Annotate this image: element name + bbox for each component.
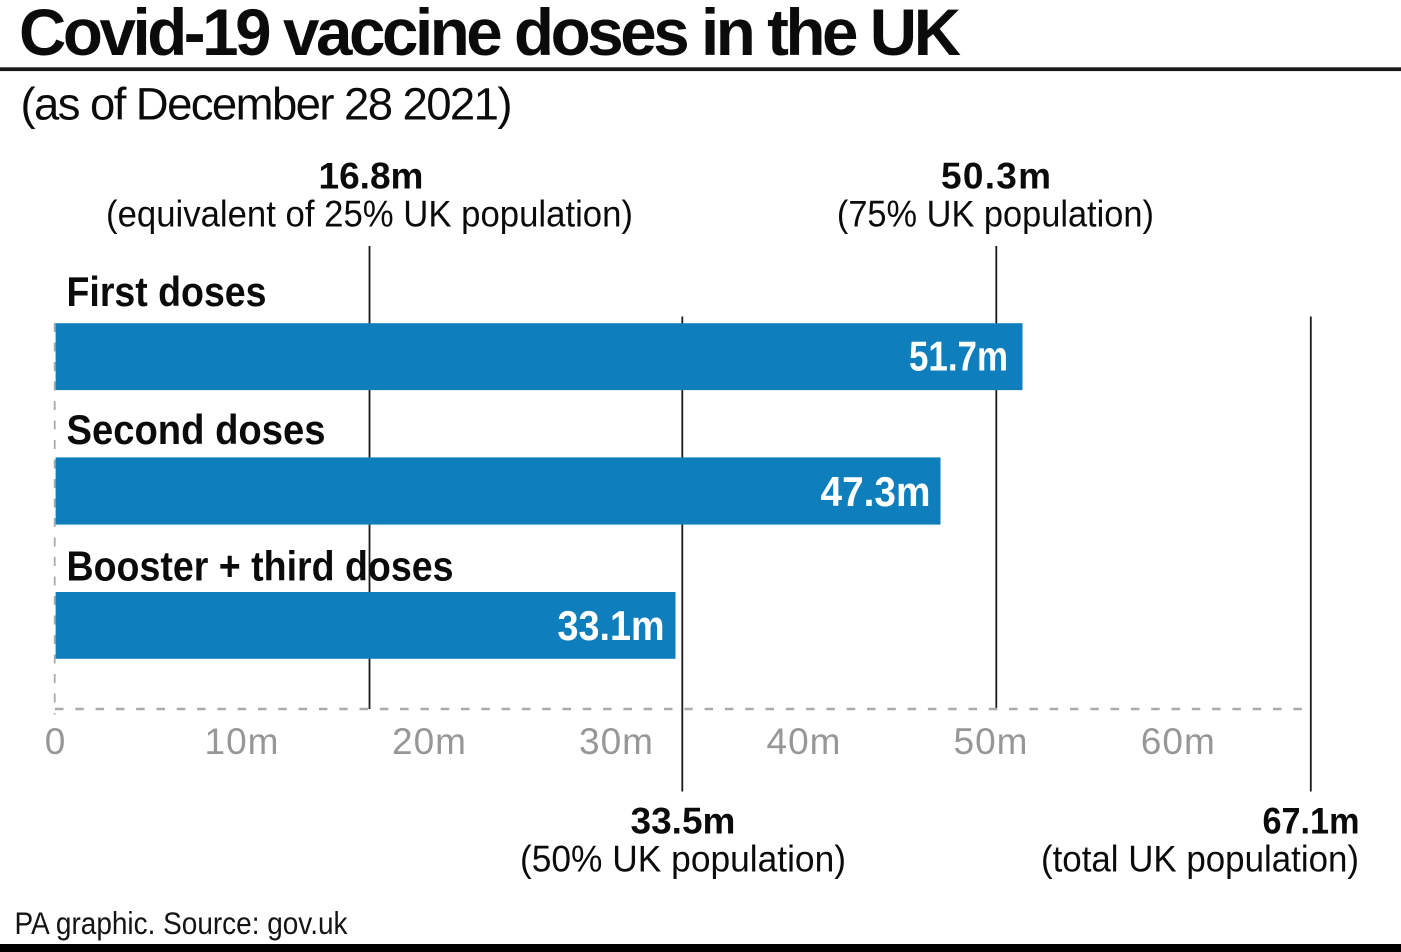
svg-text:50m: 50m <box>954 721 1029 762</box>
svg-text:20m: 20m <box>392 721 467 762</box>
svg-text:(as of December 28 2021): (as of December 28 2021) <box>21 78 513 129</box>
svg-text:51.7m: 51.7m <box>909 333 1008 380</box>
svg-text:40m: 40m <box>767 721 842 762</box>
svg-text:(total UK population): (total UK population) <box>1041 839 1359 880</box>
svg-text:0: 0 <box>45 721 67 762</box>
svg-text:50.3m: 50.3m <box>941 155 1051 196</box>
svg-text:(equivalent of 25% UK populati: (equivalent of 25% UK population) <box>106 193 633 234</box>
svg-text:(50% UK population): (50% UK population) <box>520 839 846 880</box>
svg-text:33.1m: 33.1m <box>558 602 665 649</box>
svg-text:Covid-19 vaccine doses in the: Covid-19 vaccine doses in the UK <box>19 0 961 69</box>
svg-text:10m: 10m <box>205 721 280 762</box>
svg-text:(75% UK population): (75% UK population) <box>837 193 1154 234</box>
svg-text:16.8m: 16.8m <box>319 155 424 196</box>
svg-text:Second doses: Second doses <box>67 406 326 453</box>
svg-text:67.1m: 67.1m <box>1263 801 1360 842</box>
svg-text:30m: 30m <box>579 721 654 762</box>
svg-text:PA graphic. Source: gov.uk: PA graphic. Source: gov.uk <box>15 905 348 941</box>
svg-text:Booster + third doses: Booster + third doses <box>67 543 454 590</box>
svg-text:60m: 60m <box>1141 721 1216 762</box>
svg-text:First doses: First doses <box>67 268 267 315</box>
svg-text:33.5m: 33.5m <box>631 801 736 842</box>
svg-text:47.3m: 47.3m <box>821 468 931 515</box>
